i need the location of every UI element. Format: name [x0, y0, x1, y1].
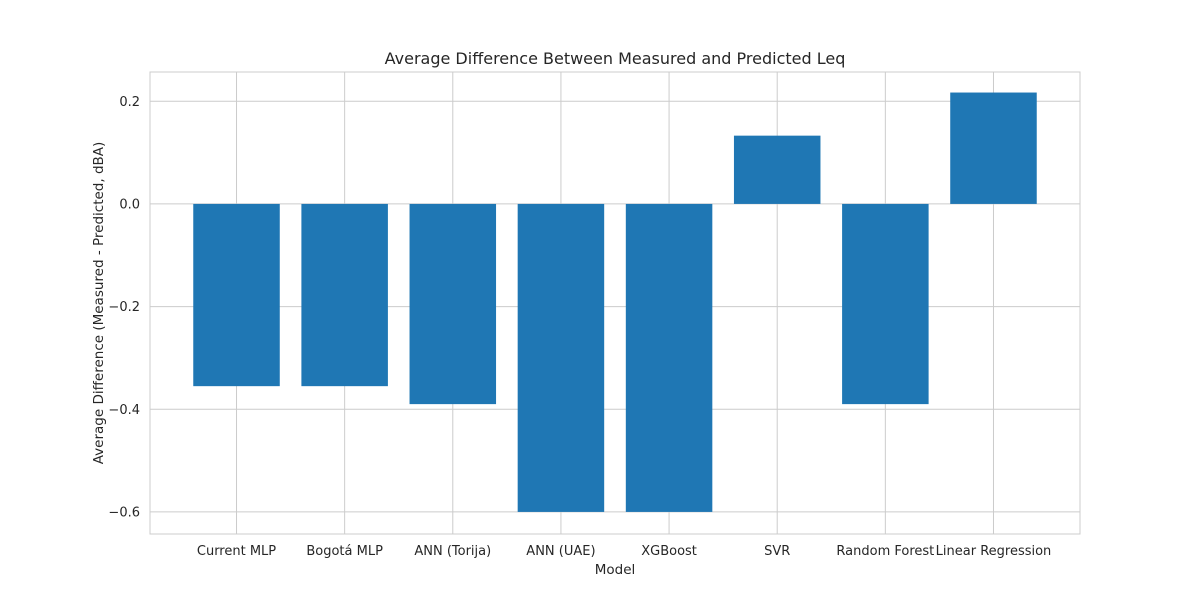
- bar: [517, 203, 605, 512]
- chart-title: Average Difference Between Measured and …: [385, 49, 846, 68]
- x-tick-labels: Current MLP Bogotá MLP ANN (Torija) ANN (UA…: [197, 544, 1051, 559]
- bar: [301, 203, 388, 387]
- bar: [625, 203, 713, 512]
- bar: [950, 92, 1037, 204]
- plot-frame: [149, 71, 1081, 535]
- grid-lines: [150, 72, 1080, 534]
- y-tick-label: −0.6: [108, 505, 140, 520]
- y-tick-labels: −0.6 −0.4 −0.2 0.0 0.2: [108, 95, 140, 521]
- x-tick-label: SVR: [764, 544, 790, 559]
- bar: [193, 203, 280, 387]
- x-tick-label: ANN (Torija): [414, 544, 491, 559]
- x-tick-label: ANN (UAE): [526, 544, 595, 559]
- y-axis-label: Average Difference (Measured - Predicted…: [91, 142, 107, 465]
- y-tick-label: −0.2: [108, 300, 140, 315]
- x-axis-label: Model: [595, 562, 636, 578]
- bar: [733, 135, 821, 204]
- y-tick-label: −0.4: [108, 403, 140, 418]
- bar: [842, 203, 929, 405]
- x-tick-label: Linear Regression: [936, 544, 1052, 559]
- x-tick-label: Bogotá MLP: [306, 544, 383, 559]
- bar: [409, 203, 497, 405]
- x-tick-label: Random Forest: [836, 544, 934, 559]
- y-tick-label: 0.0: [119, 197, 140, 212]
- y-tick-label: 0.2: [119, 95, 140, 110]
- x-tick-label: XGBoost: [641, 544, 697, 559]
- x-tick-label: Current MLP: [197, 544, 276, 559]
- bars: [193, 92, 1037, 512]
